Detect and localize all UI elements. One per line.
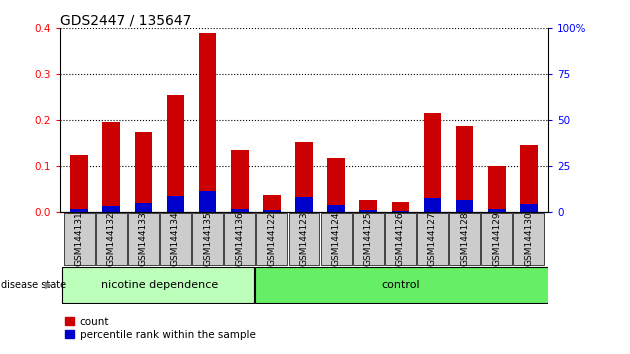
Text: GSM144134: GSM144134 — [171, 212, 180, 266]
Bar — [359, 210, 377, 212]
FancyBboxPatch shape — [256, 213, 287, 265]
FancyBboxPatch shape — [64, 213, 94, 265]
FancyBboxPatch shape — [96, 213, 127, 265]
Bar — [71, 155, 88, 212]
Text: GSM144124: GSM144124 — [331, 212, 341, 266]
FancyBboxPatch shape — [417, 213, 448, 265]
Bar — [231, 150, 249, 212]
Text: nicotine dependence: nicotine dependence — [101, 280, 218, 290]
Text: GDS2447 / 135647: GDS2447 / 135647 — [60, 13, 192, 27]
FancyBboxPatch shape — [160, 213, 191, 265]
Text: GSM144127: GSM144127 — [428, 212, 437, 266]
Text: control: control — [381, 280, 420, 290]
Bar — [135, 203, 152, 212]
Bar — [423, 114, 441, 212]
Text: GSM144125: GSM144125 — [364, 212, 373, 266]
Bar — [199, 33, 217, 212]
Bar — [455, 200, 473, 212]
Bar — [263, 210, 281, 212]
FancyBboxPatch shape — [128, 213, 159, 265]
FancyBboxPatch shape — [62, 267, 254, 303]
Text: GSM144132: GSM144132 — [106, 212, 116, 266]
Bar — [103, 122, 120, 212]
Bar — [103, 206, 120, 212]
Text: GSM144136: GSM144136 — [235, 212, 244, 266]
Bar — [455, 126, 473, 212]
Bar — [423, 198, 441, 212]
Text: disease state: disease state — [1, 280, 66, 290]
FancyBboxPatch shape — [385, 213, 416, 265]
Bar — [327, 205, 345, 212]
Text: GSM144131: GSM144131 — [74, 212, 84, 266]
Bar — [391, 202, 409, 212]
Text: GSM144128: GSM144128 — [460, 212, 469, 266]
Text: GSM144133: GSM144133 — [139, 212, 148, 266]
FancyBboxPatch shape — [481, 213, 512, 265]
Text: GSM144123: GSM144123 — [299, 212, 309, 266]
Bar — [520, 204, 537, 212]
FancyBboxPatch shape — [321, 213, 352, 265]
Bar — [488, 209, 505, 212]
FancyBboxPatch shape — [224, 213, 255, 265]
Legend: count, percentile rank within the sample: count, percentile rank within the sample — [65, 317, 256, 340]
Text: GSM144129: GSM144129 — [492, 212, 501, 266]
Bar — [488, 166, 505, 212]
Bar — [359, 200, 377, 212]
Text: GSM144135: GSM144135 — [203, 212, 212, 266]
FancyBboxPatch shape — [353, 213, 384, 265]
Bar — [327, 158, 345, 212]
Bar — [295, 197, 313, 212]
FancyBboxPatch shape — [192, 213, 223, 265]
Bar — [135, 132, 152, 212]
FancyBboxPatch shape — [289, 213, 319, 265]
Bar — [263, 195, 281, 212]
Text: GSM144126: GSM144126 — [396, 212, 405, 266]
Bar — [71, 209, 88, 212]
Bar — [167, 95, 185, 212]
Bar — [199, 191, 217, 212]
FancyBboxPatch shape — [513, 213, 544, 265]
FancyBboxPatch shape — [255, 267, 558, 303]
Bar — [231, 209, 249, 212]
Bar — [167, 196, 185, 212]
Text: GSM144130: GSM144130 — [524, 212, 534, 266]
Text: GSM144122: GSM144122 — [267, 212, 277, 266]
Bar — [295, 142, 313, 212]
Bar — [520, 145, 537, 212]
FancyBboxPatch shape — [449, 213, 480, 265]
Text: ▶: ▶ — [45, 280, 53, 290]
Bar — [391, 211, 409, 212]
